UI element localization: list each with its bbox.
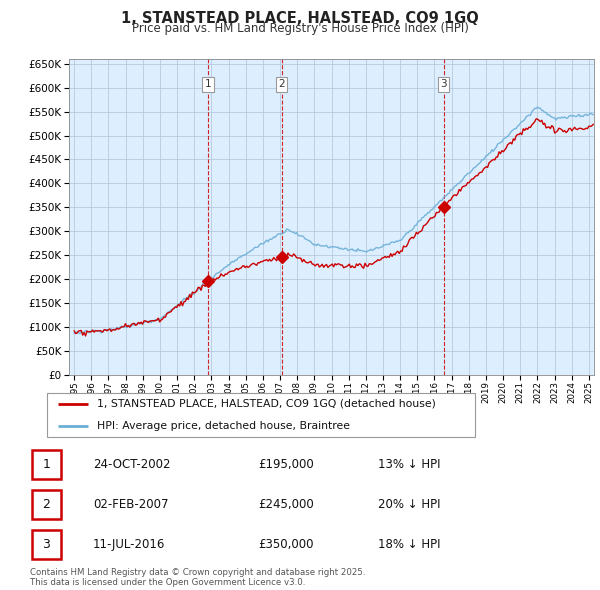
FancyBboxPatch shape bbox=[47, 393, 475, 437]
FancyBboxPatch shape bbox=[32, 450, 61, 479]
Text: 02-FEB-2007: 02-FEB-2007 bbox=[93, 498, 169, 511]
Text: 2: 2 bbox=[278, 79, 285, 89]
Text: 18% ↓ HPI: 18% ↓ HPI bbox=[378, 538, 440, 551]
Text: 1: 1 bbox=[205, 79, 211, 89]
Text: 3: 3 bbox=[440, 79, 447, 89]
Text: 1: 1 bbox=[43, 458, 50, 471]
Text: Contains HM Land Registry data © Crown copyright and database right 2025.
This d: Contains HM Land Registry data © Crown c… bbox=[30, 568, 365, 587]
Text: 24-OCT-2002: 24-OCT-2002 bbox=[93, 458, 170, 471]
Text: 11-JUL-2016: 11-JUL-2016 bbox=[93, 538, 166, 551]
Text: HPI: Average price, detached house, Braintree: HPI: Average price, detached house, Brai… bbox=[97, 421, 350, 431]
Text: 1, STANSTEAD PLACE, HALSTEAD, CO9 1GQ (detached house): 1, STANSTEAD PLACE, HALSTEAD, CO9 1GQ (d… bbox=[97, 399, 436, 409]
Text: 3: 3 bbox=[43, 538, 50, 551]
Text: £245,000: £245,000 bbox=[258, 498, 314, 511]
Text: £350,000: £350,000 bbox=[258, 538, 314, 551]
Text: 2: 2 bbox=[43, 498, 50, 511]
FancyBboxPatch shape bbox=[32, 530, 61, 559]
Text: Price paid vs. HM Land Registry's House Price Index (HPI): Price paid vs. HM Land Registry's House … bbox=[131, 22, 469, 35]
Text: 20% ↓ HPI: 20% ↓ HPI bbox=[378, 498, 440, 511]
FancyBboxPatch shape bbox=[32, 490, 61, 519]
Text: £195,000: £195,000 bbox=[258, 458, 314, 471]
Text: 1, STANSTEAD PLACE, HALSTEAD, CO9 1GQ: 1, STANSTEAD PLACE, HALSTEAD, CO9 1GQ bbox=[121, 11, 479, 25]
Text: 13% ↓ HPI: 13% ↓ HPI bbox=[378, 458, 440, 471]
